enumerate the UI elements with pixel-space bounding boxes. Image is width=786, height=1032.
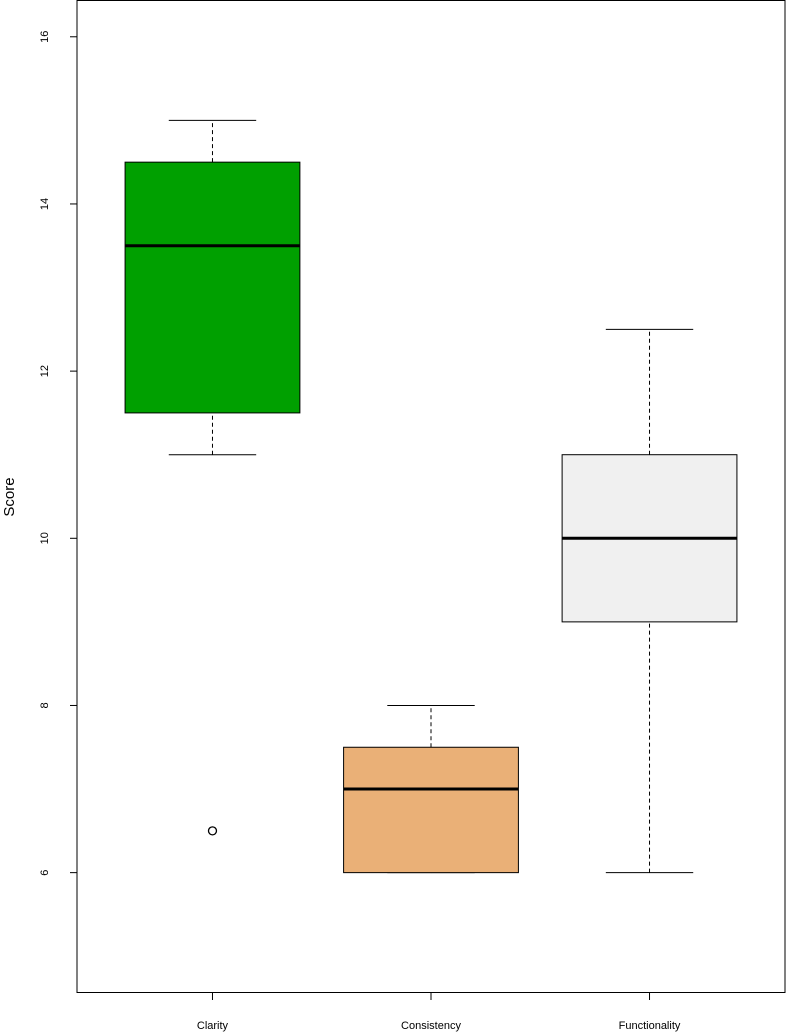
y-tick-label: 16 bbox=[39, 31, 51, 43]
plot-frame bbox=[76, 0, 786, 993]
y-tick-label: 10 bbox=[39, 532, 51, 544]
y-tick-label: 8 bbox=[39, 702, 51, 708]
x-tick-label: Functionality bbox=[619, 1020, 681, 1032]
x-tick-label: Clarity bbox=[197, 1020, 229, 1032]
y-axis-label: Score bbox=[1, 477, 18, 516]
box bbox=[343, 746, 519, 874]
y-tick-label: 6 bbox=[39, 870, 51, 876]
outlier bbox=[207, 826, 218, 836]
box bbox=[124, 161, 301, 414]
y-tick-label: 14 bbox=[39, 198, 51, 210]
x-tick-label: Consistency bbox=[401, 1020, 461, 1032]
y-tick-label: 12 bbox=[39, 365, 51, 377]
